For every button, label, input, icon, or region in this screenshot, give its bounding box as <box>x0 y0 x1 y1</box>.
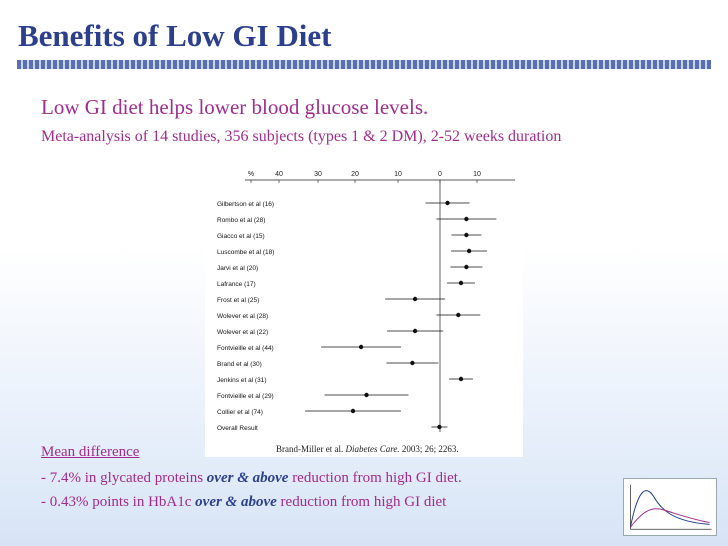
result-line-hba1c: - 0.43% points in HbA1c over & above red… <box>41 494 446 511</box>
effect-point <box>437 424 442 430</box>
effect-point <box>466 248 472 254</box>
study-label: Jenkins et al (31) <box>217 377 267 384</box>
result-text: - 0.43% points in HbA1c <box>41 494 196 510</box>
study-label: Jarvi et al (20) <box>217 265 258 272</box>
study-label: Rombo et al (28) <box>217 217 265 224</box>
result-text: reduction from high GI diet <box>276 494 447 510</box>
study-label: Brand et al (30) <box>217 361 262 368</box>
axis-tick-label: 20 <box>351 171 359 178</box>
citation-journal: Diabetes Care. <box>345 444 400 454</box>
effect-point <box>358 344 364 350</box>
axis-tick-label: 40 <box>275 171 283 178</box>
study-label: Fontvieille et al (44) <box>217 345 274 352</box>
title-divider <box>17 60 711 69</box>
effect-point <box>412 328 418 334</box>
result-emphasis: over & above <box>206 470 289 486</box>
study-label: Collier et al (74) <box>217 409 263 416</box>
result-emphasis: over & above <box>195 494 277 510</box>
effect-point <box>464 232 469 238</box>
mean-difference-heading: Mean difference <box>41 444 140 460</box>
study-label: Overall Result <box>217 425 258 432</box>
citation: Brand-Miller et al. Diabetes Care. 2003;… <box>276 444 459 454</box>
effect-point <box>458 280 464 286</box>
result-line-glycated: - 7.4% in glycated proteins over & above… <box>41 470 462 487</box>
effect-point <box>410 360 415 366</box>
study-label: Gilbertson et al (16) <box>217 201 274 208</box>
effect-point <box>364 392 369 398</box>
axis-tick-label: 10 <box>473 171 481 178</box>
slide-subtitle: Low GI diet helps lower blood glucose le… <box>41 95 429 119</box>
axis-tick-label: 0 <box>438 171 442 178</box>
study-label: Luscombe et al (18) <box>217 249 274 256</box>
forest-plot-figure: % 40 30 20 10 0 10 Gilbertson et al (16) Rombo … <box>205 160 523 457</box>
effect-point <box>458 376 464 382</box>
effect-point <box>464 264 469 270</box>
slide-detail: Meta-analysis of 14 studies, 356 subject… <box>41 128 562 145</box>
study-label: Fontvieille et al (29) <box>217 393 274 400</box>
citation-ref: 2003; 26; 2263. <box>401 444 459 454</box>
axis-tick-label: 30 <box>314 171 322 178</box>
slide-title: Benefits of Low GI Diet <box>18 18 332 53</box>
effect-point <box>350 408 356 414</box>
study-label: Giacco et al (15) <box>217 233 265 240</box>
effect-point <box>445 200 450 206</box>
axis-tick-label: % <box>248 171 254 178</box>
effect-point <box>456 312 461 318</box>
study-label: Frost et al (25) <box>217 297 259 304</box>
study-label: Wolever et al (22) <box>217 329 268 336</box>
glucose-curve-thumbnail <box>623 478 717 536</box>
effect-point <box>412 296 418 302</box>
study-label: Wolever et al (28) <box>217 313 268 320</box>
citation-authors: Brand-Miller et al. <box>276 444 344 454</box>
axis-tick-label: 10 <box>394 171 402 178</box>
result-text: reduction from high GI diet. <box>288 470 462 486</box>
effect-point <box>464 216 469 222</box>
result-text: - 7.4% in glycated proteins <box>41 470 207 486</box>
study-label: Lafrance (17) <box>217 281 256 288</box>
